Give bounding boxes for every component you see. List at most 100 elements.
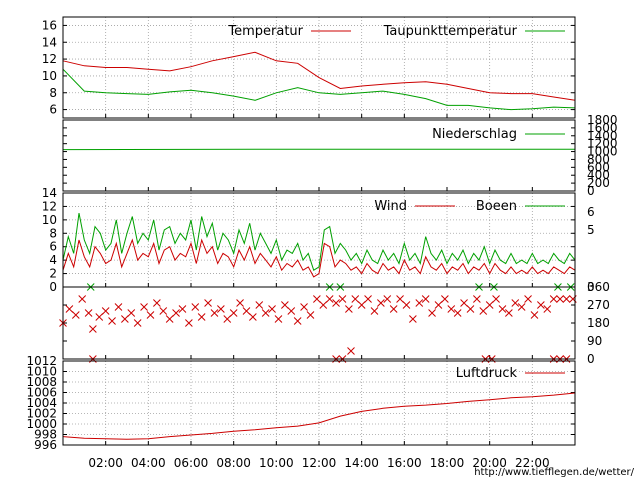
direction-point [101, 307, 110, 315]
direction-point [293, 317, 302, 325]
ytick-label: 0 [49, 280, 57, 294]
direction-point [460, 299, 468, 307]
direction-point [517, 303, 526, 311]
ytick-label: 800 [587, 152, 610, 166]
direction-point [383, 295, 392, 303]
xtick-label: 14:00 [344, 456, 379, 470]
ytick-label: 1012 [26, 354, 57, 368]
credit-url: http://www.tiefflegen.de/wetter/ [474, 467, 634, 478]
direction-point [236, 299, 244, 307]
direction-point [229, 309, 238, 317]
direction-point [255, 301, 264, 309]
xtick-label: 08:00 [216, 456, 251, 470]
direction-point [197, 313, 206, 321]
direction-point [146, 311, 155, 319]
ytick-label: 16 [42, 18, 57, 32]
ytick-label: 4 [49, 253, 57, 267]
ytick-label: 6 [49, 240, 57, 254]
xtick-label: 06:00 [174, 456, 209, 470]
legend-label: Luftdruck [456, 366, 518, 381]
direction-point [114, 303, 123, 311]
direction-point [71, 311, 80, 319]
ytick-label: 1000 [26, 417, 57, 431]
direction-point [300, 303, 308, 311]
direction-point [498, 305, 507, 313]
ytick-label: 1006 [26, 386, 57, 400]
direction-point [65, 305, 74, 313]
ytick-label: 1600 [587, 121, 618, 135]
direction-point [223, 315, 232, 323]
ytick-label-right: 0 [587, 280, 595, 294]
direction-point [537, 301, 545, 309]
direction-point [485, 301, 494, 309]
direction-point [242, 307, 251, 315]
time-axis: 02:00 04:00 06:00 08:00 10:00 12:00 14:00 16:00… [88, 456, 549, 470]
direction-point [319, 301, 328, 309]
direction-point [556, 295, 564, 303]
series-line-luftdruck [62, 392, 576, 440]
direction-point [121, 315, 129, 323]
panel-frame [62, 119, 576, 192]
ytick-label: 998 [34, 428, 57, 442]
xtick-label: 02:00 [88, 456, 123, 470]
direction-point [345, 305, 353, 313]
direction-point [549, 295, 558, 303]
direction-point [204, 299, 212, 307]
legend-label: Taupunkttemperatur [383, 24, 518, 39]
ytick-label: 996 [34, 438, 57, 452]
ytick-label: 1002 [26, 407, 57, 421]
ytick-label: 12 [42, 52, 57, 66]
direction-point [453, 309, 462, 317]
direction-point [313, 295, 321, 303]
direction-point [479, 307, 488, 315]
direction-point [332, 299, 340, 307]
xtick-label: 16:00 [387, 456, 422, 470]
panel-frame [62, 16, 576, 119]
direction-point [165, 315, 174, 323]
direction-point [396, 295, 404, 303]
direction-point [261, 309, 270, 317]
direction-point [191, 303, 200, 311]
legend-label: Boeen [476, 199, 517, 214]
direction-point [153, 299, 161, 307]
ytick-label: 600 [587, 160, 610, 174]
direction-point [281, 301, 289, 309]
ytick-label: 10 [42, 213, 57, 227]
direction-point [274, 315, 283, 323]
ytick-label: 90 [587, 334, 602, 348]
direction-point [421, 295, 430, 303]
direction-point [562, 295, 571, 303]
direction-point [357, 301, 366, 309]
xtick-label: 10:00 [259, 456, 294, 470]
direction-point [466, 305, 475, 313]
series-line-taupunkttemperatur [62, 68, 576, 111]
ytick-label: 400 [587, 168, 610, 182]
ytick-label: 1010 [26, 365, 57, 379]
direction-point [172, 309, 180, 317]
direction-point [325, 295, 334, 303]
direction-point [127, 309, 136, 317]
direction-point [108, 317, 116, 325]
ytick-label: 0 [587, 184, 595, 198]
direction-point [178, 305, 187, 313]
xtick-label: 20:00 [472, 456, 507, 470]
direction-point [434, 301, 443, 309]
direction-point [389, 305, 398, 313]
xtick-label: 18:00 [430, 456, 465, 470]
panel-frame [62, 286, 576, 360]
direction-point [84, 309, 93, 317]
ytick-label: 1000 [587, 145, 618, 159]
legend-label: Wind [374, 199, 407, 214]
direction-point [543, 305, 552, 313]
direction-point [133, 319, 142, 327]
direction-point [159, 307, 168, 315]
direction-point [364, 295, 372, 303]
ytick-label: 200 [587, 176, 610, 190]
ytick-label: 1200 [587, 137, 618, 151]
xtick-label: 22:00 [515, 456, 550, 470]
direction-point [441, 295, 449, 303]
ytick-label: 12 [42, 199, 57, 213]
